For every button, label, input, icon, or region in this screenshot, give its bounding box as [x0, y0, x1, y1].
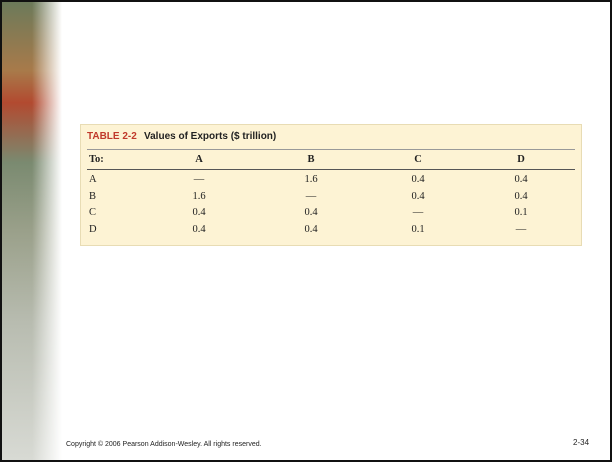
page-number: 2-34	[573, 438, 590, 447]
rule	[87, 149, 575, 150]
table-cell: 0.1	[514, 207, 528, 218]
row-header: B	[89, 190, 97, 202]
table-cell: —	[305, 190, 317, 202]
row-header: C	[89, 207, 97, 218]
table-cell: 0.4	[514, 190, 528, 202]
row-header: D	[89, 223, 97, 235]
copyright: Copyright © 2006 Pearson Addison-Wesley.…	[66, 441, 262, 448]
column-header: B	[307, 154, 315, 165]
decorative-strip	[2, 2, 62, 460]
table-cell: 0.4	[304, 223, 318, 235]
column-header: A	[195, 154, 203, 165]
table-cell: 0.4	[304, 207, 318, 218]
table-cell: —	[515, 223, 527, 235]
table-cell: 0.1	[411, 223, 425, 235]
column-header: To:	[89, 154, 104, 165]
table-cell: 0.4	[411, 190, 425, 202]
table-title: Values of Exports ($ trillion)	[144, 131, 277, 142]
table-cell: 0.4	[411, 174, 425, 185]
row-header: A	[89, 174, 97, 185]
table-cell: —	[412, 207, 424, 218]
table: TABLE 2-2 Values of Exports ($ trillion)…	[80, 124, 582, 246]
table-label: TABLE 2-2	[87, 131, 137, 142]
table-cell: 0.4	[514, 174, 528, 185]
rule	[87, 169, 575, 170]
table-cell: 1.6	[192, 190, 206, 202]
table-cell: 1.6	[304, 174, 318, 185]
column-header: D	[517, 154, 525, 165]
column-header: C	[414, 154, 422, 165]
table-cell: 0.4	[192, 207, 206, 218]
table-cell: 0.4	[192, 223, 206, 235]
table-cell: —	[193, 174, 205, 185]
